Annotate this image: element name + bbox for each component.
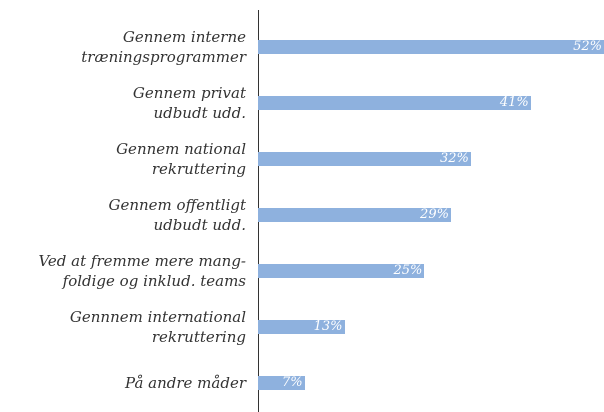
value-label: 52% bbox=[573, 39, 602, 54]
category-label: Gennem interne træningsprogrammer bbox=[81, 28, 246, 66]
value-label: 41% bbox=[499, 95, 529, 110]
value-label: 13% bbox=[313, 319, 343, 334]
value-label: 29% bbox=[420, 207, 449, 222]
category-label: Gennem offentligt udbudt udd. bbox=[108, 196, 247, 234]
category-label: Gennnem international rekruttering bbox=[69, 308, 246, 346]
bar bbox=[258, 376, 305, 390]
category-label: På andre måder bbox=[125, 374, 246, 392]
value-label: 32% bbox=[440, 151, 469, 166]
category-label: Gennem privat udbudt udd. bbox=[132, 84, 246, 122]
bar bbox=[258, 264, 425, 278]
category-label: Ved at fremme mere mang- foldige og inkl… bbox=[38, 252, 246, 290]
value-label: 25% bbox=[393, 263, 423, 278]
bar bbox=[258, 208, 451, 222]
category-label: Gennem national rekruttering bbox=[116, 140, 246, 178]
value-label: 7% bbox=[281, 375, 303, 390]
bar bbox=[258, 96, 531, 110]
bar bbox=[258, 320, 345, 334]
bar bbox=[258, 40, 604, 54]
bar bbox=[258, 152, 471, 166]
